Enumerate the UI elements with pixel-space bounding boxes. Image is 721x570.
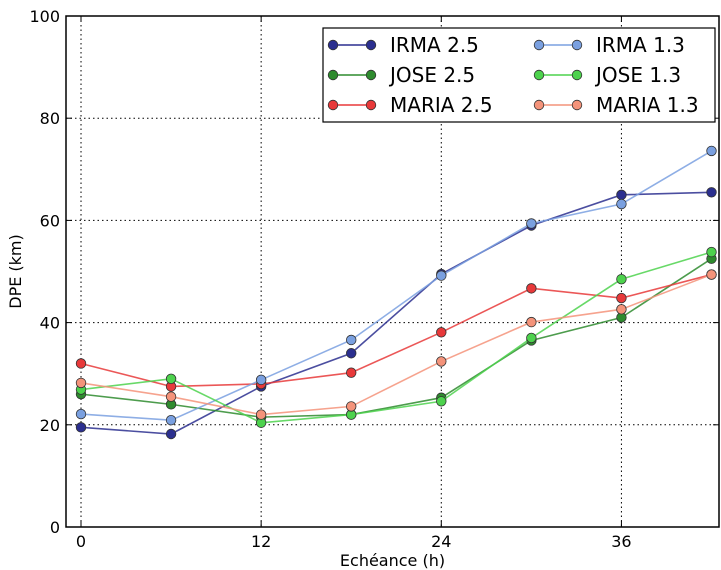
data-point: [616, 189, 627, 201]
data-point: [75, 358, 87, 369]
data-point: [526, 332, 537, 344]
data-point: [526, 283, 537, 294]
x-tick-label: 24: [431, 532, 451, 551]
data-point: [165, 373, 177, 385]
legend-label: JOSE 1.3: [594, 63, 681, 87]
y-tick-label: 20: [40, 416, 60, 435]
legend-marker: [365, 39, 377, 51]
legend-marker: [533, 69, 545, 81]
data-point: [616, 273, 627, 285]
data-point: [436, 327, 447, 338]
data-point: [526, 316, 537, 328]
series-irma-1-3: [75, 145, 717, 426]
legend-label: MARIA 1.3: [596, 93, 699, 117]
data-point: [616, 292, 627, 304]
data-point: [346, 367, 357, 378]
data-point: [75, 408, 87, 420]
legend-item: MARIA 2.5: [327, 93, 493, 117]
data-point: [706, 145, 717, 157]
legend-label: MARIA 2.5: [390, 93, 493, 117]
series-line: [80, 258, 712, 418]
data-point: [255, 409, 267, 420]
legend-marker: [327, 99, 339, 111]
legend-label: JOSE 2.5: [388, 63, 475, 87]
data-point: [706, 187, 717, 198]
data-point: [706, 269, 717, 280]
series-line: [80, 191, 712, 435]
legend-marker: [327, 39, 339, 51]
legend-item: JOSE 1.3: [533, 63, 681, 87]
series-maria-1-3: [75, 269, 717, 420]
data-point: [255, 374, 267, 386]
legend-marker: [571, 39, 583, 51]
series-maria-2-5: [75, 269, 717, 392]
x-axis-label: Echéance (h): [340, 551, 445, 570]
data-point: [346, 348, 357, 359]
data-point: [346, 334, 357, 346]
x-tick-label: 36: [611, 532, 631, 551]
legend-label: IRMA 1.3: [596, 33, 685, 57]
legend-box: [322, 27, 716, 123]
legend-item: MARIA 1.3: [533, 93, 699, 117]
legend-label: IRMA 2.5: [390, 33, 479, 57]
x-tick-label: 12: [251, 532, 271, 551]
legend-marker: [571, 99, 583, 111]
legend-marker: [533, 99, 545, 111]
y-tick-label: 100: [29, 7, 60, 26]
data-point: [526, 218, 537, 229]
data-point: [616, 304, 627, 315]
data-point: [436, 270, 447, 281]
axis-ticks: 0 12 24 36 0 20 40 60 80 100: [29, 7, 719, 551]
data-point: [75, 422, 87, 433]
data-point: [436, 396, 447, 407]
data-point: [75, 377, 87, 389]
data-point: [706, 246, 717, 258]
legend-marker: [365, 69, 377, 81]
legend-item: JOSE 2.5: [327, 63, 475, 87]
legend-item: IRMA 1.3: [533, 33, 685, 57]
series-line: [80, 273, 712, 388]
data-point: [165, 391, 177, 402]
legend-marker: [365, 99, 377, 111]
series-lines: [75, 145, 717, 440]
series-line: [80, 273, 712, 416]
y-tick-label: 60: [40, 211, 60, 230]
legend-marker: [327, 69, 339, 81]
data-point: [436, 356, 447, 367]
series-line: [80, 251, 712, 424]
y-tick-label: 0: [50, 518, 60, 537]
y-tick-label: 40: [40, 314, 60, 333]
legend-item: IRMA 2.5: [327, 33, 479, 57]
legend-marker: [533, 39, 545, 51]
legend: IRMA 2.5 JOSE 2.5 MARIA 2.5 IRMA 1.3 JOSE 1.…: [322, 27, 716, 123]
y-tick-label: 80: [40, 109, 60, 128]
plot-frame: [65, 15, 720, 528]
legend-marker: [571, 69, 583, 81]
data-point: [616, 198, 627, 210]
data-point: [165, 415, 177, 426]
series-line: [80, 150, 712, 422]
series-irma-2-5: [75, 187, 717, 440]
data-point: [346, 401, 357, 412]
x-tick-label: 0: [76, 532, 86, 551]
data-point: [165, 428, 177, 440]
y-axis-label: DPE (km): [6, 234, 25, 309]
